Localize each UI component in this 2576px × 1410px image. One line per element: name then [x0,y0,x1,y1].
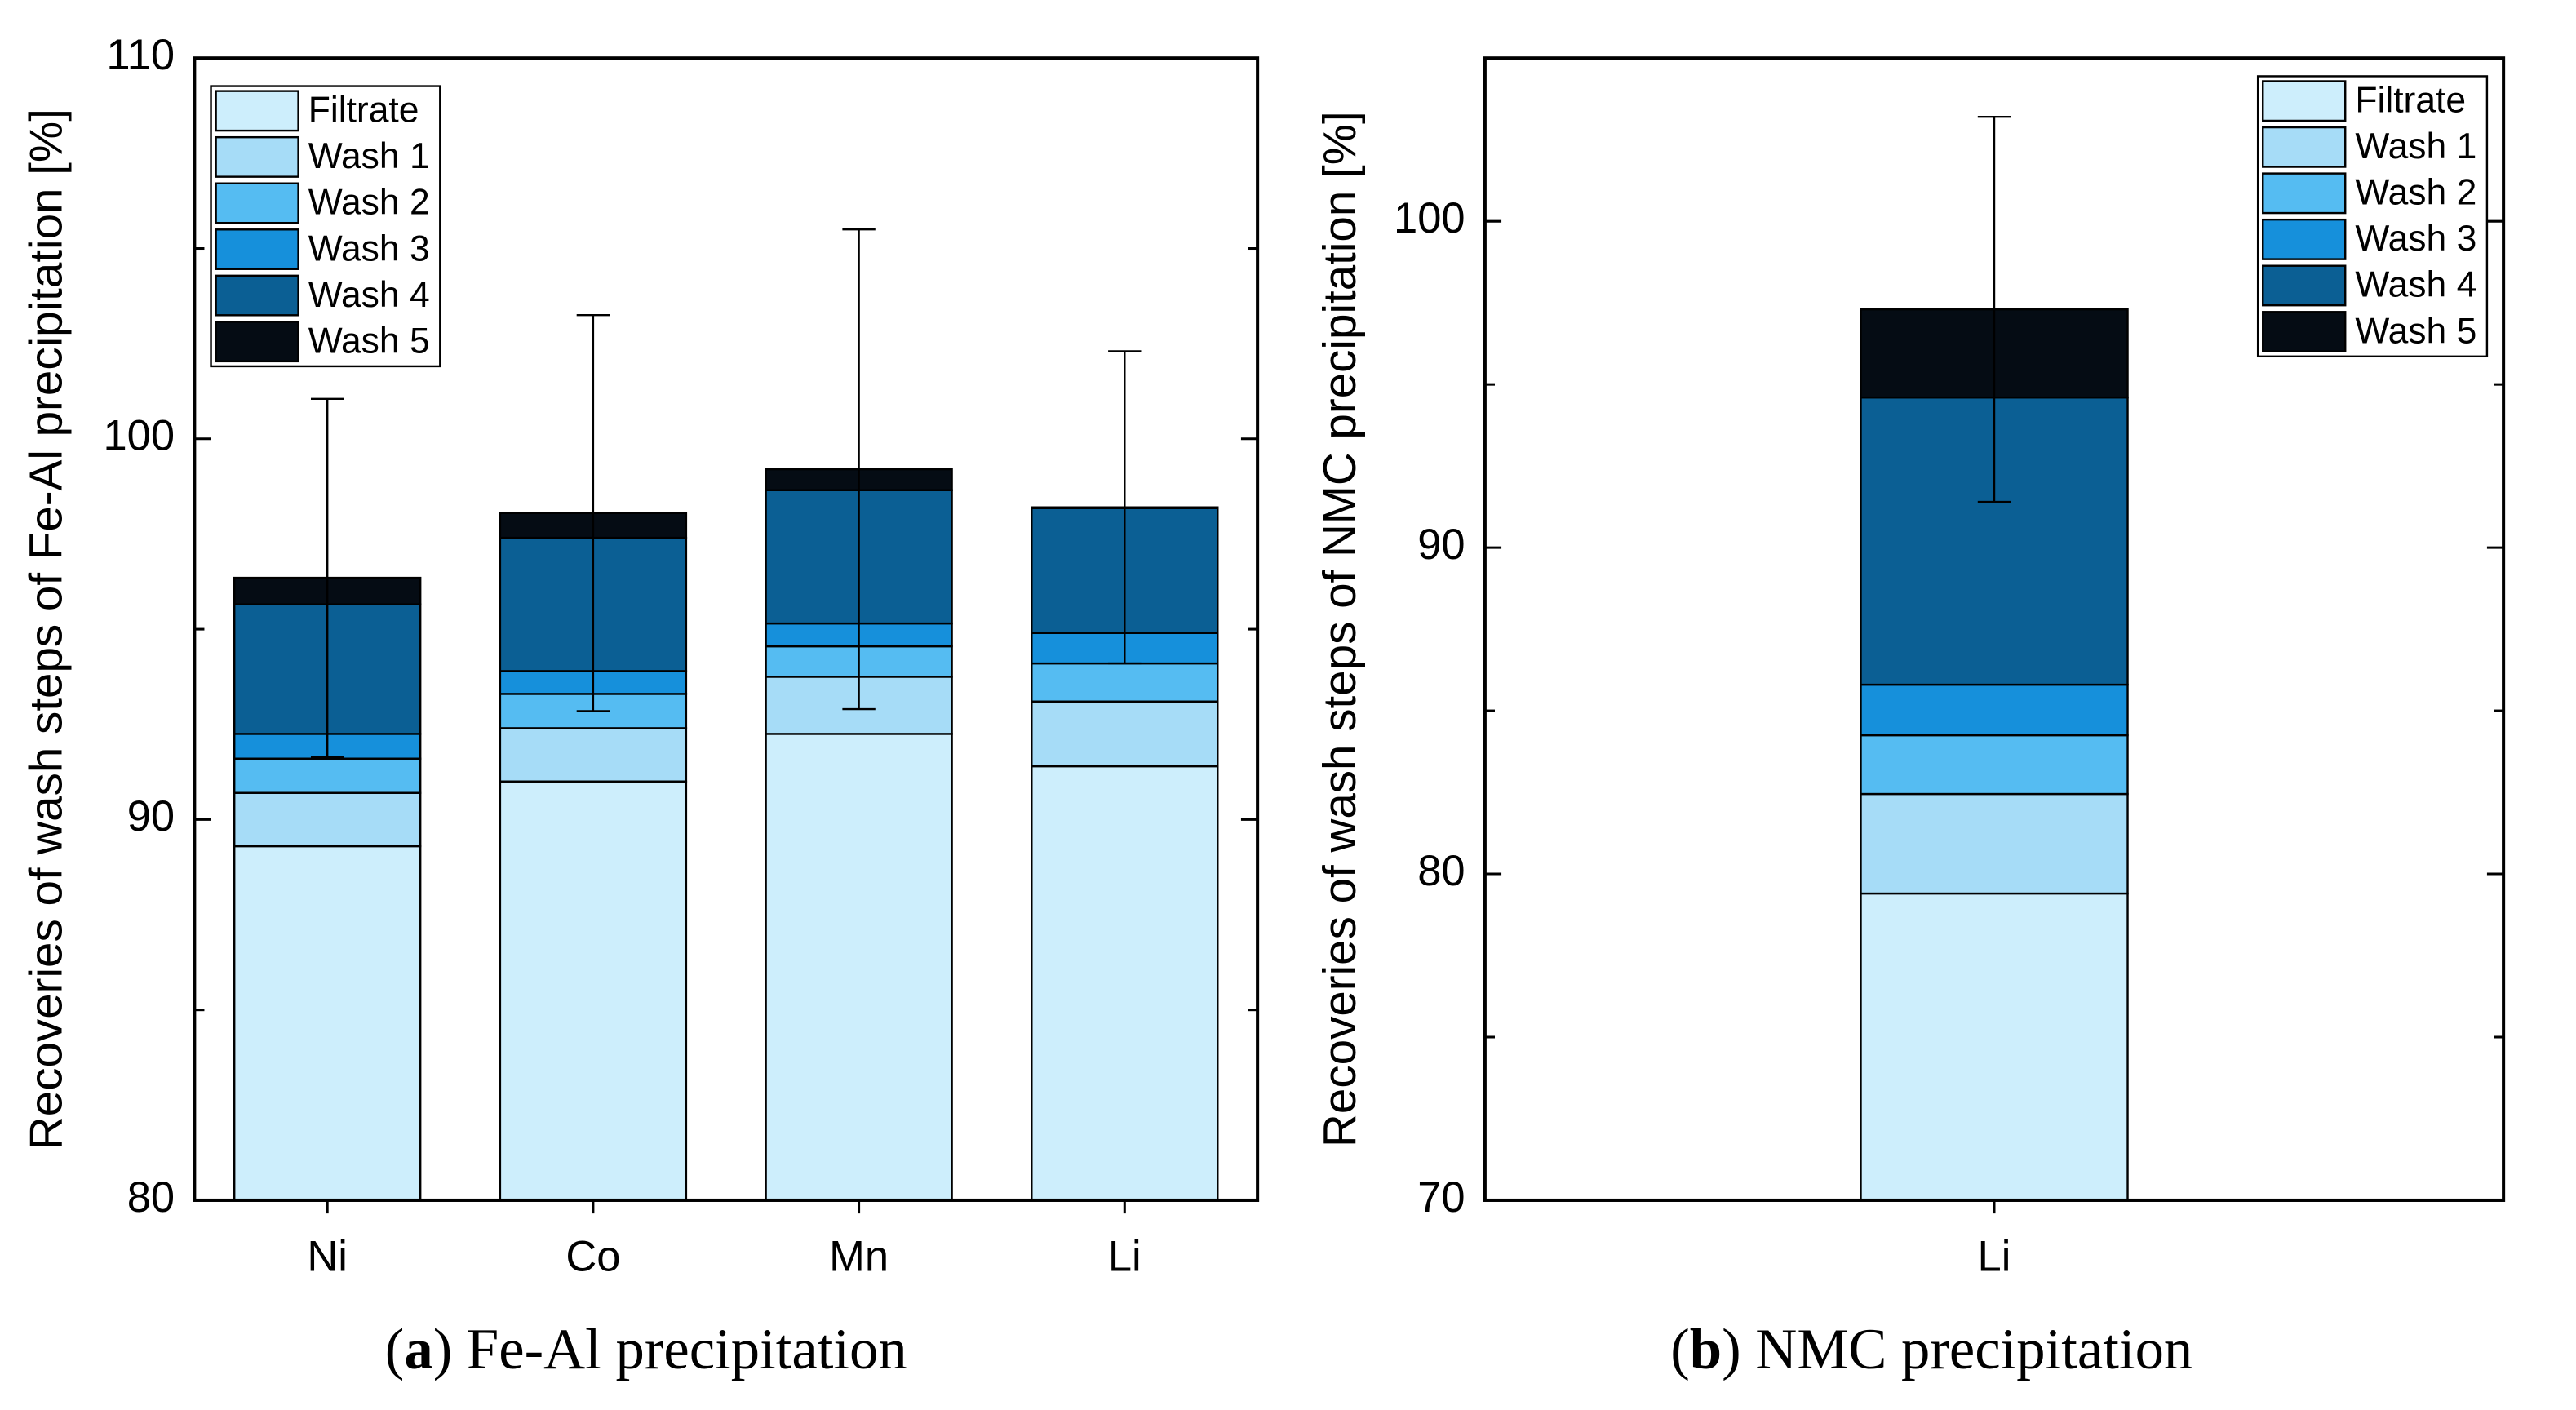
bar-segment [233,757,422,794]
bar-segment [1031,700,1219,768]
legend: Filtrate Wash 1 Wash 2 Wash 3 Wash 4 Wash 5 [2256,75,2489,358]
legend-box [2256,75,2489,358]
caption-part: ( [1670,1318,1690,1381]
plot-frame [1483,56,2506,1202]
error-bar [576,313,610,712]
bar-segment [1860,683,2129,737]
legend-swatch [215,274,299,317]
legend-label: Wash 2 [2355,173,2476,213]
legend-label: Wash 1 [308,136,430,176]
bar-segment [1031,662,1219,703]
legend-swatch [2262,218,2347,260]
legend-label: Wash 1 [2355,126,2476,166]
bar-segment [1860,792,2129,895]
legend-swatch [2262,126,2347,168]
legend-label: Filtrate [308,91,419,131]
legend-label: Wash 4 [2355,265,2476,305]
y-tick-label: 80 [1417,847,1465,895]
legend-label: Wash 3 [2355,219,2476,259]
legend-swatch [2262,264,2347,307]
legend-label: Wash 5 [2355,311,2476,351]
legend-swatch [2262,80,2347,122]
bar-segment [1860,734,2129,796]
legend-swatch [215,228,299,270]
error-bar [842,228,876,711]
x-tick-label: Co [565,1233,620,1281]
y-axis-label: Recoveries of wash steps of Fe-Al precip… [20,109,72,1150]
error-bar [1977,115,2011,503]
error-bar [1108,350,1142,665]
legend-label: Wash 2 [308,183,430,223]
caption-part: ) Fe-Al precipitation [433,1318,907,1381]
legend-label: Wash 3 [308,228,430,268]
bar-segment [499,727,688,783]
legend-label: Wash 5 [308,321,430,361]
bar-segment [233,791,422,848]
x-tick-label: Li [1108,1233,1142,1281]
y-tick-label: 110 [106,31,175,79]
y-tick-label: 70 [1417,1173,1465,1222]
y-tick-label: 100 [103,412,175,460]
legend-swatch [2262,172,2347,215]
y-tick-label: 90 [127,792,175,840]
legend-label: Wash 4 [308,275,430,315]
caption: (a) Fe-Al precipitation [385,1318,907,1381]
caption-part: ( [385,1318,405,1381]
caption-part: b [1690,1318,1722,1381]
legend-swatch [215,135,299,178]
bar-segment [233,845,422,1202]
legend-swatch [215,90,299,132]
bar-segment [1860,892,2129,1202]
y-tick-label: 100 [1394,194,1465,242]
legend: Filtrate Wash 1 Wash 2 Wash 3 Wash 4 Wash 5 [210,85,441,368]
legend-box [210,85,441,368]
legend-swatch [215,321,299,363]
legend-swatch [2262,311,2347,352]
caption: (b) NMC precipitation [1670,1318,2192,1381]
x-tick-label: Mn [829,1233,889,1281]
error-bar [310,397,344,758]
x-tick-label: Ni [307,1233,348,1281]
bar-segment [499,780,688,1202]
legend-swatch [215,182,299,224]
y-axis-label: Recoveries of wash steps of NMC precipit… [1314,111,1365,1147]
legend-label: Filtrate [2355,80,2466,120]
y-tick-label: 80 [127,1173,175,1222]
caption-part: ) NMC precipitation [1722,1318,2192,1381]
caption-part: a [404,1318,432,1381]
y-tick-label: 90 [1417,521,1465,569]
bar-segment [1031,765,1219,1202]
bar-segment [765,733,953,1202]
x-tick-label: Li [1978,1233,2011,1281]
